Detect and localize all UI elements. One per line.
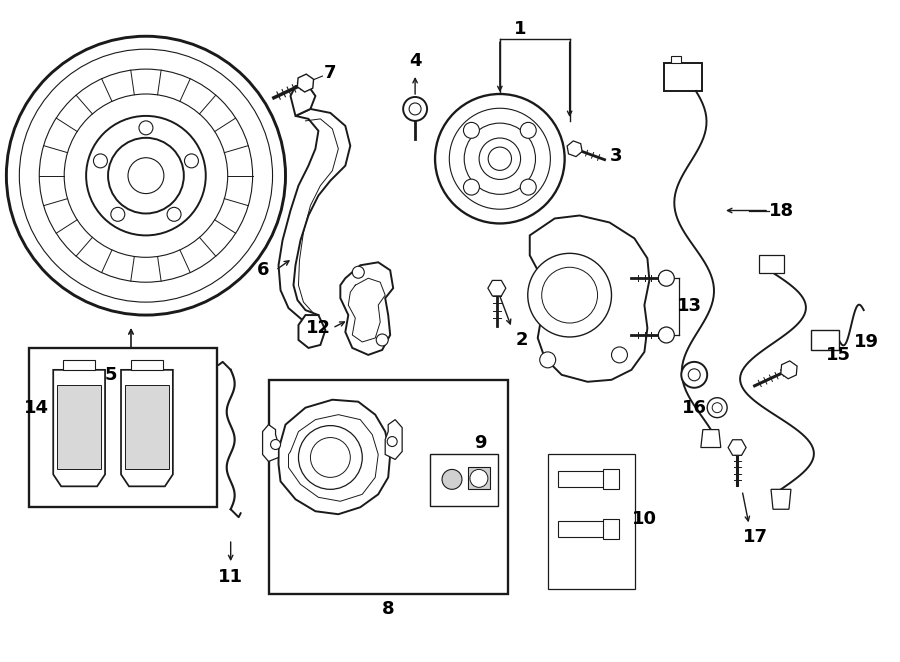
Circle shape <box>527 254 611 337</box>
Circle shape <box>352 266 365 278</box>
Polygon shape <box>385 420 402 459</box>
Circle shape <box>271 440 281 449</box>
Circle shape <box>488 147 511 170</box>
Polygon shape <box>63 360 95 370</box>
Text: 4: 4 <box>409 52 421 70</box>
Text: 7: 7 <box>324 64 337 82</box>
Text: 10: 10 <box>632 510 657 528</box>
Polygon shape <box>125 385 169 469</box>
Polygon shape <box>602 519 619 539</box>
Text: 1: 1 <box>514 21 526 38</box>
Circle shape <box>403 97 427 121</box>
Polygon shape <box>728 440 746 455</box>
Circle shape <box>184 154 198 168</box>
Bar <box>30 348 217 507</box>
Text: 16: 16 <box>681 399 706 416</box>
Circle shape <box>94 154 107 168</box>
Polygon shape <box>278 400 391 514</box>
Polygon shape <box>530 216 650 382</box>
Polygon shape <box>340 262 393 355</box>
Circle shape <box>376 334 388 346</box>
Bar <box>430 455 498 506</box>
Bar <box>468 467 490 489</box>
Polygon shape <box>701 430 721 448</box>
Polygon shape <box>299 315 326 348</box>
Circle shape <box>540 352 555 368</box>
Polygon shape <box>811 330 839 350</box>
Circle shape <box>659 327 674 343</box>
Circle shape <box>520 179 536 195</box>
Circle shape <box>659 270 674 286</box>
Circle shape <box>681 362 707 388</box>
Text: 19: 19 <box>854 333 879 351</box>
Polygon shape <box>567 141 582 157</box>
Polygon shape <box>131 360 163 370</box>
Polygon shape <box>558 521 613 537</box>
Circle shape <box>139 121 153 135</box>
Bar <box>548 455 635 589</box>
Bar <box>268 380 508 594</box>
Circle shape <box>111 207 125 221</box>
Text: 5: 5 <box>104 366 117 384</box>
Polygon shape <box>488 281 506 296</box>
Circle shape <box>611 347 627 363</box>
Text: 11: 11 <box>218 568 243 586</box>
Circle shape <box>299 426 363 489</box>
Polygon shape <box>671 56 681 63</box>
Polygon shape <box>121 370 173 487</box>
Polygon shape <box>263 424 278 461</box>
Circle shape <box>167 207 181 221</box>
Polygon shape <box>278 109 350 322</box>
Circle shape <box>464 179 480 195</box>
Polygon shape <box>297 74 313 92</box>
Text: 6: 6 <box>257 261 270 279</box>
Polygon shape <box>771 489 791 509</box>
Polygon shape <box>53 370 105 487</box>
Bar <box>664 63 702 91</box>
Circle shape <box>435 94 564 224</box>
Polygon shape <box>558 471 613 487</box>
Circle shape <box>470 469 488 487</box>
Text: 14: 14 <box>23 399 49 416</box>
Text: 8: 8 <box>382 600 394 618</box>
Polygon shape <box>291 86 315 116</box>
Circle shape <box>442 469 462 489</box>
Text: 12: 12 <box>306 319 331 337</box>
Circle shape <box>387 436 397 446</box>
Circle shape <box>520 122 536 138</box>
Text: 3: 3 <box>610 147 623 165</box>
Text: 17: 17 <box>742 528 768 546</box>
Circle shape <box>707 398 727 418</box>
Text: 18: 18 <box>770 201 795 220</box>
Polygon shape <box>781 361 797 379</box>
Circle shape <box>108 138 184 214</box>
Polygon shape <box>602 469 619 489</box>
Text: 9: 9 <box>473 434 486 451</box>
Polygon shape <box>58 385 101 469</box>
Bar <box>759 256 784 273</box>
Text: 13: 13 <box>677 297 702 315</box>
Text: 2: 2 <box>516 331 528 349</box>
Circle shape <box>464 122 480 138</box>
Text: 15: 15 <box>826 346 851 364</box>
